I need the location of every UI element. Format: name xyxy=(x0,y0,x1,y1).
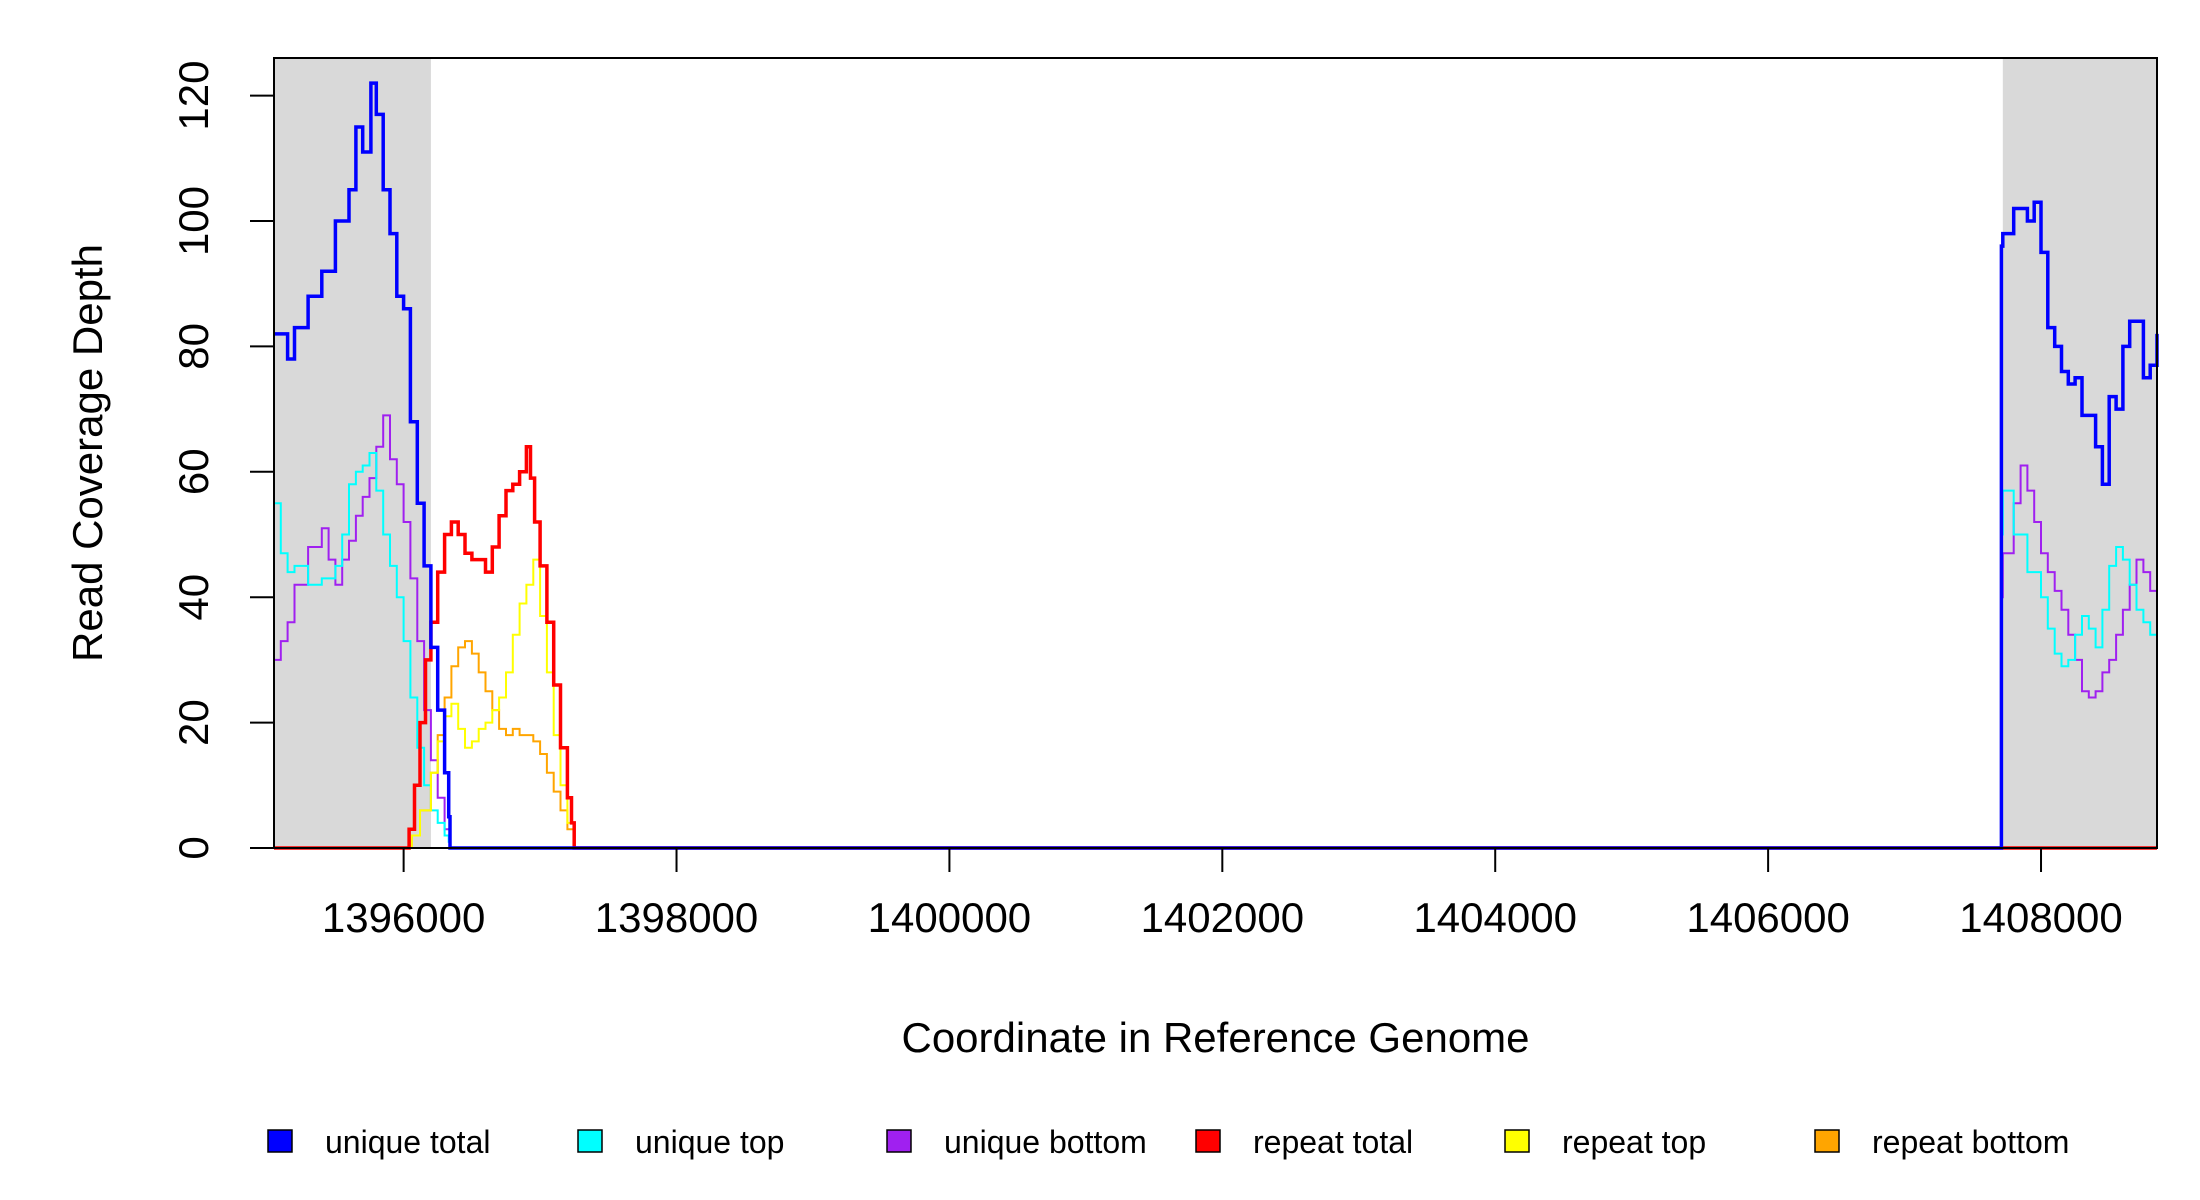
y-tick-label: 120 xyxy=(170,61,217,131)
y-tick-label: 40 xyxy=(170,574,217,621)
plot-frame xyxy=(273,57,2158,849)
y-tick-label: 80 xyxy=(170,323,217,370)
series-line-repeat-total xyxy=(274,444,2157,850)
y-tick-label: 60 xyxy=(170,448,217,495)
series-line-unique-bottom xyxy=(274,414,2158,849)
legend-label: unique total xyxy=(325,1124,490,1160)
legend-swatch xyxy=(1504,1129,1530,1153)
shaded-region-2 xyxy=(2002,58,2157,848)
legend: unique total unique top unique bottom repea… xyxy=(267,1124,2069,1160)
x-tick-label: 1404000 xyxy=(1413,894,1577,941)
y-tick-label: 20 xyxy=(170,699,217,746)
legend-swatch xyxy=(1195,1129,1221,1153)
legend-label: unique top xyxy=(635,1124,784,1160)
x-tick-label: 1398000 xyxy=(595,894,759,941)
shaded-regions xyxy=(274,58,2157,848)
series-lines xyxy=(274,81,2159,850)
series-line-unique-total xyxy=(274,81,2159,850)
x-axis: 1396000 1398000 1400000 1402000 1404000 14060… xyxy=(322,847,2123,941)
x-tick-label: 1408000 xyxy=(1959,894,2123,941)
series-line-unique-top xyxy=(274,452,2158,849)
x-tick-label: 1400000 xyxy=(868,894,1032,941)
y-axis: 0 20 40 60 80 100 120 xyxy=(170,61,275,860)
y-tick-label: 100 xyxy=(170,186,217,256)
series-line-repeat-bottom xyxy=(274,640,2157,849)
legend-label: unique bottom xyxy=(944,1124,1147,1160)
shaded-region-1 xyxy=(274,58,431,848)
x-tick-label: 1396000 xyxy=(322,894,486,941)
legend-swatch xyxy=(577,1129,603,1153)
x-tick-label: 1402000 xyxy=(1141,894,1305,941)
x-tick-label: 1406000 xyxy=(1686,894,1850,941)
legend-label: repeat top xyxy=(1562,1124,1706,1160)
series-line-repeat-top xyxy=(274,558,2157,849)
x-axis-title: Coordinate in Reference Genome xyxy=(901,1014,1529,1061)
legend-label: repeat total xyxy=(1253,1124,1413,1160)
y-tick-label: 0 xyxy=(170,836,217,859)
legend-swatch xyxy=(886,1129,912,1153)
y-axis-title: Read Coverage Depth xyxy=(64,244,111,662)
legend-swatch xyxy=(267,1129,293,1153)
legend-label: repeat bottom xyxy=(1872,1124,2069,1160)
legend-swatch xyxy=(1814,1129,1840,1153)
